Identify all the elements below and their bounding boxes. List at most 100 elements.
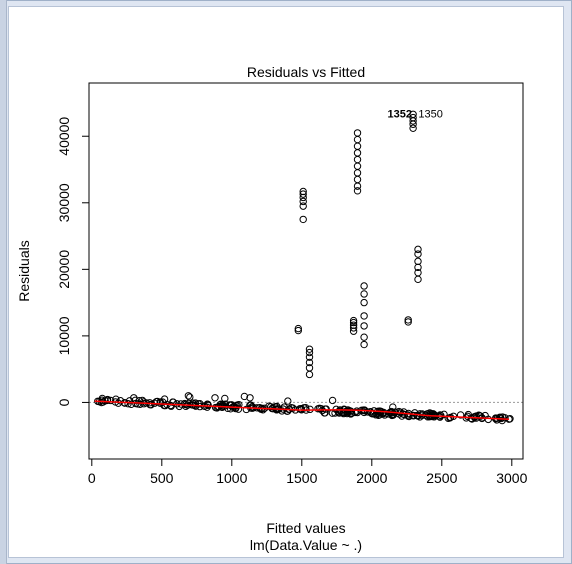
x-tick-label: 1500 — [286, 470, 317, 486]
residual-point — [294, 324, 302, 333]
x-tick-label: 1000 — [216, 470, 247, 486]
residual-point — [409, 124, 417, 132]
residual-point — [116, 397, 125, 405]
residual-point — [360, 290, 368, 298]
point-labels-layer: 1352 1350 — [388, 109, 443, 121]
residual-point — [203, 400, 212, 408]
residual-point — [305, 353, 314, 361]
residual-point — [246, 394, 254, 402]
residual-point — [429, 410, 438, 418]
x-tick-label: 500 — [150, 470, 174, 486]
points-layer — [94, 110, 514, 425]
residual-point — [299, 215, 307, 224]
residual-point — [400, 408, 408, 416]
residual-point — [360, 333, 368, 341]
residual-point — [305, 345, 314, 353]
y-axis-label: Residuals — [16, 240, 32, 301]
residual-point — [328, 396, 337, 405]
point-label: 1350 — [418, 109, 442, 121]
residual-point — [414, 250, 422, 258]
residual-point — [300, 404, 308, 412]
y-tick-label: 40000 — [56, 117, 72, 156]
residual-point — [424, 413, 432, 421]
residual-point — [299, 190, 307, 198]
residual-point — [349, 318, 358, 327]
chart-title: Residuals vs Fitted — [247, 64, 365, 80]
left-panel-strip — [0, 0, 7, 564]
x-axis-label: Fitted values — [266, 520, 345, 536]
residual-point — [414, 245, 422, 254]
residual-point — [349, 316, 358, 325]
residual-point — [315, 404, 324, 413]
residual-point — [353, 135, 362, 144]
residual-point — [395, 410, 403, 418]
residual-point — [284, 397, 292, 405]
residual-point — [226, 405, 235, 413]
residual-point — [351, 408, 359, 417]
y-tick-label: 20000 — [56, 250, 72, 289]
smooth-line — [94, 400, 510, 420]
residual-point — [186, 393, 194, 401]
residual-point — [409, 411, 417, 420]
residual-point — [273, 403, 281, 411]
residual-point — [103, 395, 112, 404]
residual-point — [299, 202, 307, 210]
residual-point — [409, 110, 417, 118]
residual-point — [221, 394, 229, 403]
residual-point — [130, 394, 138, 402]
residual-point — [294, 326, 302, 335]
residual-point — [501, 414, 509, 422]
residual-point — [240, 392, 249, 401]
residual-point — [414, 275, 422, 284]
residual-point — [353, 187, 362, 195]
residual-point — [349, 321, 358, 329]
residual-point — [217, 400, 225, 408]
residual-point — [414, 257, 422, 266]
x-tick-label: 3000 — [496, 470, 527, 486]
residual-point — [289, 404, 297, 412]
residual-point — [353, 142, 362, 150]
axes-layer: 0 500 1000 1500 2000 2500 30000100002000030000… — [56, 117, 528, 486]
residual-point — [360, 282, 368, 290]
residual-point — [349, 324, 358, 332]
residual-point — [189, 399, 197, 407]
x-tick-label: 2000 — [356, 470, 387, 486]
residual-point — [184, 392, 193, 400]
residuals-vs-fitted-chart: 0 500 1000 1500 2000 2500 30000100002000030000… — [16, 64, 528, 553]
residual-point — [360, 312, 368, 320]
residual-point — [305, 348, 314, 357]
y-tick-label: 30000 — [56, 183, 72, 222]
residual-point — [484, 415, 492, 424]
residual-point — [389, 403, 397, 411]
residual-point — [299, 187, 307, 196]
x-tick-label: 2500 — [426, 470, 457, 486]
residual-point — [160, 395, 169, 403]
smooth-layer — [94, 400, 510, 420]
residual-point — [353, 149, 362, 157]
residual-point — [404, 318, 412, 326]
residual-point — [335, 407, 343, 416]
residual-point — [360, 340, 368, 349]
residual-point — [211, 394, 219, 402]
residual-point — [409, 113, 417, 122]
residual-point — [194, 400, 202, 408]
residual-point — [305, 370, 314, 379]
residual-point — [456, 411, 465, 419]
x-tick-label: 0 — [88, 470, 96, 486]
residual-point — [353, 169, 362, 177]
residual-point — [166, 401, 175, 410]
residual-point — [305, 358, 314, 367]
plot-window: 0 500 1000 1500 2000 2500 3000 0 10000 20000 30000… — [8, 6, 564, 558]
residual-point — [283, 407, 291, 415]
residual-point — [271, 403, 279, 411]
residual-point — [213, 404, 221, 412]
residual-point — [299, 197, 307, 206]
residual-point — [360, 298, 368, 307]
point-label: 1352 — [388, 109, 412, 121]
chart-subtitle: lm(Data.Value ~ .) — [250, 537, 362, 553]
residual-point — [353, 129, 362, 137]
residual-point — [305, 364, 314, 372]
residual-point — [440, 410, 448, 419]
residual-point — [353, 182, 362, 190]
residual-point — [360, 322, 368, 330]
